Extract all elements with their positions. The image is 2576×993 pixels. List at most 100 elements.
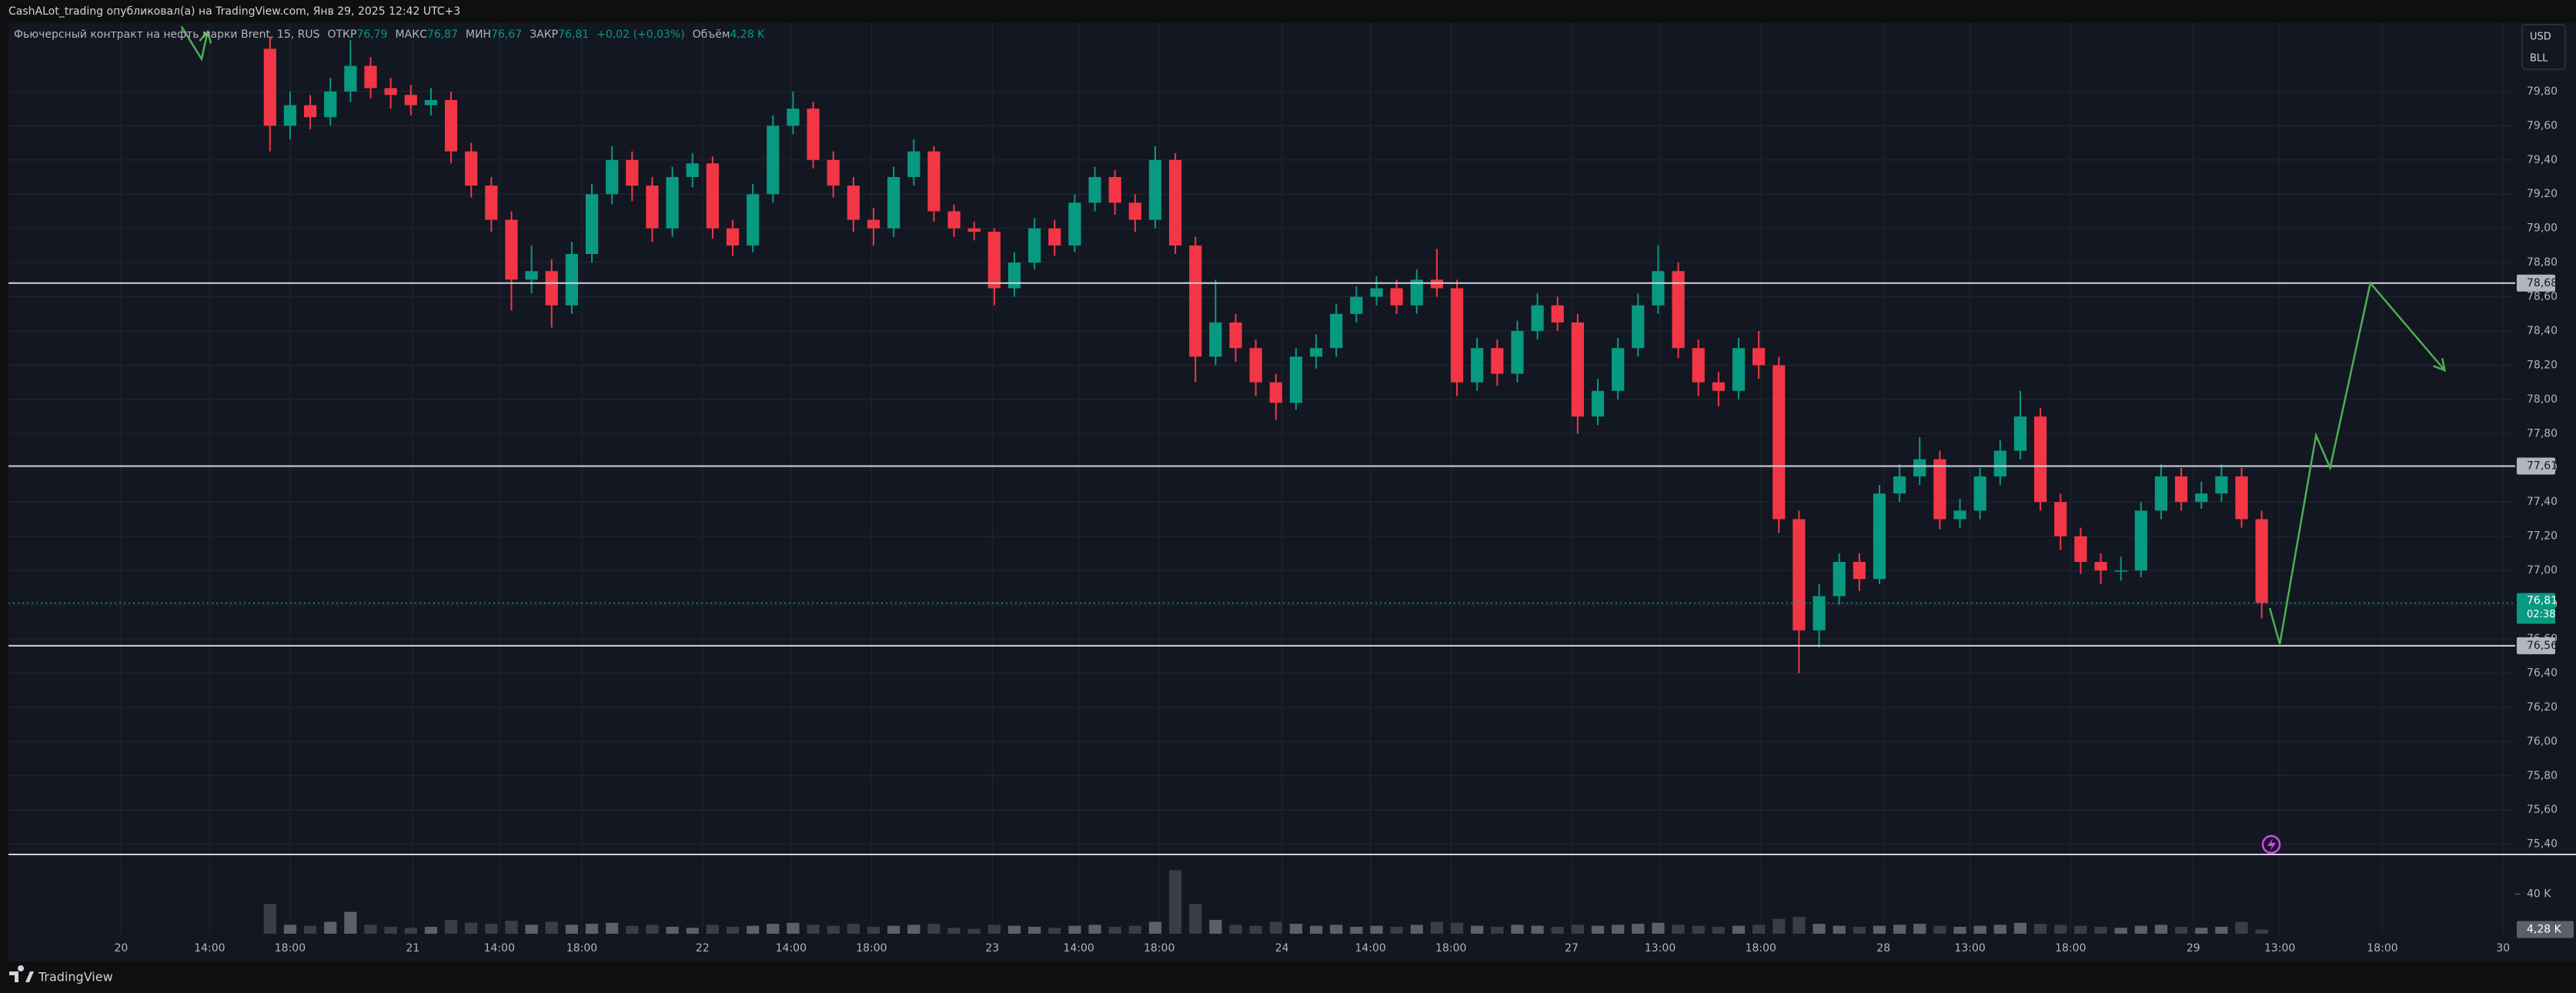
- volume-bar: [2134, 925, 2147, 934]
- candle-body: [827, 159, 840, 186]
- candle-body: [2235, 476, 2248, 520]
- legend-label: МИН: [466, 28, 491, 41]
- volume-bar: [525, 924, 538, 934]
- volume-bar: [1712, 926, 1725, 934]
- candle-body: [1128, 202, 1141, 220]
- volume-bar: [1128, 925, 1141, 934]
- volume-bar: [2174, 926, 2188, 934]
- candle-body: [1088, 177, 1101, 203]
- candle-body: [465, 151, 478, 186]
- x-tick-label: 18:00: [1144, 942, 1174, 955]
- level-label-box: [2517, 637, 2555, 654]
- candle-body: [1491, 348, 1504, 374]
- volume-bar: [1491, 926, 1504, 934]
- icon-circle[interactable]: [2261, 834, 2281, 854]
- candle-body: [2074, 536, 2087, 562]
- volume-bar: [303, 925, 317, 934]
- volume-bar: [1571, 924, 1584, 934]
- unit[interactable]: BLL: [2530, 53, 2548, 65]
- currency-box[interactable]: [2521, 24, 2566, 70]
- chart-area: [8, 23, 2515, 934]
- legend-value: 4,28 K: [730, 28, 765, 41]
- volume-bar: [2154, 924, 2168, 934]
- volume-bar: [1289, 924, 1303, 934]
- last-price-box: [2517, 593, 2555, 624]
- volume-bar: [927, 924, 941, 934]
- volume-last-label: 4,28 K: [2527, 923, 2562, 935]
- candle-body: [606, 159, 619, 195]
- brand-logo[interactable]: [9, 965, 34, 982]
- volume-bar: [987, 924, 1001, 934]
- y-tick-label: 78,60: [2527, 291, 2558, 303]
- icon-bolt[interactable]: [2267, 838, 2276, 851]
- volume-bar: [1028, 926, 1041, 934]
- candle-body: [2255, 519, 2268, 603]
- countdown-label: 02:38: [2527, 609, 2555, 620]
- volume-bar: [2255, 929, 2268, 934]
- candle-body: [1410, 279, 1423, 306]
- volume-bar: [1330, 924, 1343, 934]
- volume-bar: [1933, 925, 1946, 934]
- x-tick-label: 14:00: [1355, 942, 1385, 955]
- volume-bar: [444, 919, 458, 934]
- volume-bar: [1350, 926, 1363, 934]
- volume-bar: [2034, 924, 2047, 934]
- x-tick-label: 13:00: [2264, 942, 2295, 955]
- candle-body: [887, 177, 900, 229]
- legend-change: +0,02 (+0,03%): [596, 28, 684, 41]
- brand[interactable]: TradingView: [38, 970, 113, 985]
- trend-drawing: [2268, 281, 2446, 645]
- volume-bar: [747, 925, 760, 934]
- candle-body: [1551, 305, 1564, 323]
- legend-value: 76,67: [491, 28, 522, 41]
- volume-bar: [1390, 926, 1403, 934]
- volume-bar: [726, 926, 740, 934]
- price-axis: [2515, 23, 2576, 934]
- volume-bar: [1209, 919, 1222, 934]
- volume-bar: [1873, 925, 1886, 934]
- volume-bar: [1309, 925, 1323, 934]
- level-label: 76,56: [2527, 640, 2558, 652]
- volume-bar: [807, 924, 820, 934]
- volume-bar: [545, 921, 558, 934]
- volume-bar: [847, 924, 860, 934]
- logo-mark[interactable]: [9, 965, 34, 982]
- candle-body: [1973, 476, 1986, 511]
- candle-body: [847, 186, 860, 220]
- candle-body: [747, 194, 760, 246]
- candle-body: [626, 159, 639, 186]
- volume-bar: [606, 922, 619, 934]
- x-tick-label: 14:00: [194, 942, 225, 955]
- volume-bar: [686, 928, 699, 934]
- y-tick-label: 78,00: [2527, 393, 2558, 406]
- x-tick-label: 18:00: [2055, 942, 2086, 955]
- volume-bar: [1973, 925, 1986, 934]
- candle-body: [1752, 348, 1766, 366]
- candle-body: [2174, 476, 2188, 503]
- volume-bar: [2215, 926, 2228, 934]
- candle-body: [505, 219, 518, 280]
- x-tick-label: 13:00: [1645, 942, 1676, 955]
- volume-bar: [2235, 921, 2248, 934]
- volume-bar: [263, 904, 276, 934]
- volume-bar: [384, 926, 397, 934]
- x-tick-label: 14:00: [776, 942, 807, 955]
- candle-body: [1168, 159, 1182, 246]
- volume-bar: [1813, 924, 1826, 934]
- candle-body: [2054, 502, 2067, 537]
- candle-body: [1813, 596, 1826, 630]
- volume-bar: [1370, 925, 1383, 934]
- y-tick-label: 77,80: [2527, 427, 2558, 440]
- level-label: 77,61: [2527, 460, 2558, 473]
- candle-body: [807, 109, 820, 160]
- candle-body: [1612, 348, 1625, 391]
- volume-bar: [1007, 925, 1021, 934]
- volume-bar: [1189, 904, 1202, 934]
- x-tick-label: 18:00: [566, 942, 597, 955]
- alert-icon[interactable]: [2261, 834, 2281, 854]
- y-tick-label: 76,40: [2527, 667, 2558, 679]
- currency[interactable]: USD: [2530, 32, 2551, 43]
- x-tick-label: 18:00: [2367, 942, 2397, 955]
